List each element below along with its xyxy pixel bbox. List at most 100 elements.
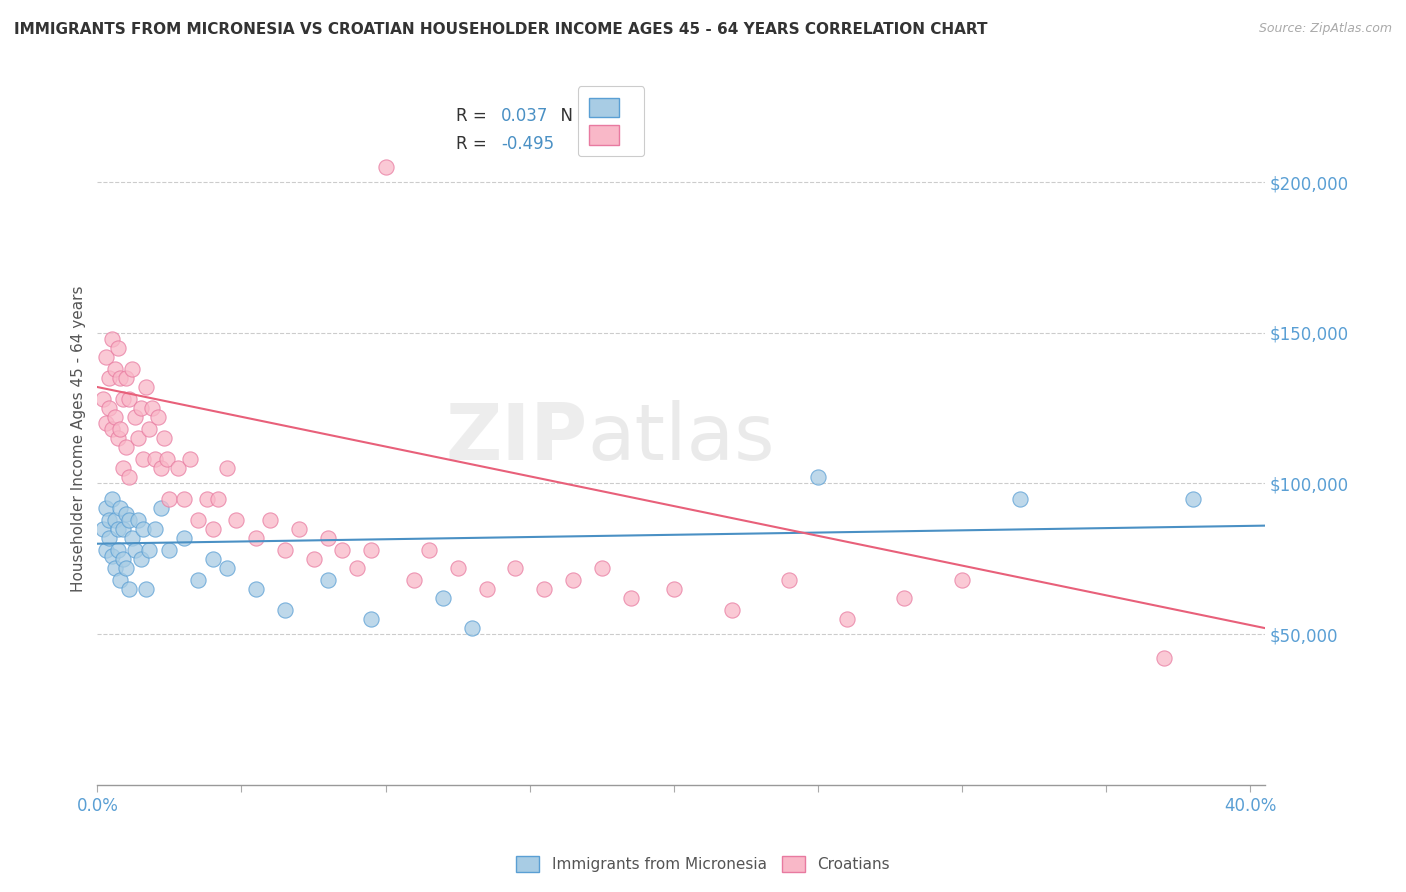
Point	[475, 582, 498, 596]
Point	[104, 362, 127, 376]
Point	[155, 452, 177, 467]
Point	[893, 591, 915, 605]
Point	[107, 542, 129, 557]
Point	[143, 452, 166, 467]
Point	[97, 531, 120, 545]
Point	[217, 461, 239, 475]
Point	[1008, 491, 1031, 506]
Point	[591, 561, 613, 575]
Point	[107, 522, 129, 536]
Point	[245, 582, 267, 596]
Point	[149, 461, 172, 475]
Point	[129, 401, 152, 416]
Point	[104, 410, 127, 425]
Point	[118, 392, 141, 406]
Point	[121, 531, 143, 545]
Point	[173, 531, 195, 545]
Point	[91, 522, 114, 536]
Point	[432, 591, 454, 605]
Point	[316, 573, 339, 587]
Point	[332, 542, 354, 557]
Point	[138, 542, 160, 557]
Point	[94, 350, 117, 364]
Point	[157, 542, 180, 557]
Point	[97, 513, 120, 527]
Point	[274, 603, 297, 617]
Point	[94, 416, 117, 430]
Point	[100, 549, 122, 563]
Point	[94, 542, 117, 557]
Point	[167, 461, 190, 475]
Text: Source: ZipAtlas.com: Source: ZipAtlas.com	[1258, 22, 1392, 36]
Point	[100, 422, 122, 436]
Point	[118, 513, 141, 527]
Point	[1153, 651, 1175, 665]
Point	[127, 431, 149, 445]
Legend: , : ,	[578, 87, 644, 156]
Point	[112, 461, 135, 475]
Point	[288, 522, 311, 536]
Text: N =: N =	[571, 136, 619, 153]
Point	[97, 371, 120, 385]
Legend: Immigrants from Micronesia, Croatians: Immigrants from Micronesia, Croatians	[509, 848, 897, 880]
Point	[124, 410, 146, 425]
Point	[187, 573, 209, 587]
Point	[104, 561, 127, 575]
Text: 0.037: 0.037	[502, 107, 548, 125]
Point	[112, 392, 135, 406]
Point	[118, 582, 141, 596]
Point	[620, 591, 643, 605]
Point	[118, 470, 141, 484]
Point	[173, 491, 195, 506]
Point	[807, 470, 830, 484]
Point	[720, 603, 742, 617]
Point	[505, 561, 527, 575]
Point	[404, 573, 426, 587]
Point	[187, 513, 209, 527]
Text: 42: 42	[599, 107, 620, 125]
Point	[115, 440, 138, 454]
Point	[107, 341, 129, 355]
Point	[662, 582, 685, 596]
Point	[316, 531, 339, 545]
Point	[112, 551, 135, 566]
Point	[217, 561, 239, 575]
Point	[132, 522, 155, 536]
Point	[100, 491, 122, 506]
Point	[835, 612, 858, 626]
Point	[461, 621, 484, 635]
Point	[418, 542, 440, 557]
Text: -0.495: -0.495	[502, 136, 554, 153]
Point	[107, 431, 129, 445]
Point	[302, 551, 325, 566]
Point	[100, 332, 122, 346]
Point	[157, 491, 180, 506]
Point	[149, 500, 172, 515]
Point	[91, 392, 114, 406]
Text: ZIP: ZIP	[446, 401, 588, 476]
Point	[138, 422, 160, 436]
Point	[1181, 491, 1204, 506]
Point	[132, 452, 155, 467]
Point	[143, 522, 166, 536]
Point	[94, 500, 117, 515]
Point	[97, 401, 120, 416]
Point	[104, 513, 127, 527]
Point	[225, 513, 247, 527]
Point	[360, 612, 382, 626]
Point	[374, 160, 396, 174]
Point	[201, 551, 224, 566]
Point	[195, 491, 218, 506]
Point	[562, 573, 585, 587]
Point	[201, 522, 224, 536]
Point	[127, 513, 149, 527]
Point	[135, 380, 157, 394]
Point	[360, 542, 382, 557]
Point	[447, 561, 470, 575]
Point	[115, 561, 138, 575]
Point	[110, 422, 132, 436]
Text: atlas: atlas	[588, 401, 775, 476]
Point	[346, 561, 368, 575]
Point	[146, 410, 169, 425]
Point	[121, 362, 143, 376]
